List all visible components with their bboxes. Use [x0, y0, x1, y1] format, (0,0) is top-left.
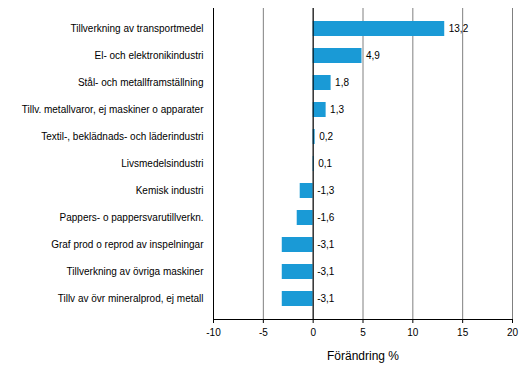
svg-text:Tillv. metallvaror, ej maskine: Tillv. metallvaror, ej maskiner o appara…	[22, 104, 204, 115]
svg-text:-5: -5	[259, 327, 268, 338]
svg-text:Tillverkning av transportmedel: Tillverkning av transportmedel	[70, 23, 203, 34]
svg-text:5: 5	[360, 327, 366, 338]
svg-text:-3,1: -3,1	[317, 239, 335, 250]
svg-text:-10: -10	[206, 327, 221, 338]
svg-text:15: 15	[457, 327, 469, 338]
svg-text:Förändring %: Förändring %	[327, 349, 399, 363]
svg-text:0,1: 0,1	[318, 158, 332, 169]
svg-text:1,8: 1,8	[335, 77, 349, 88]
svg-text:Tillverkning av övriga maskine: Tillverkning av övriga maskiner	[67, 266, 205, 277]
svg-text:13,2: 13,2	[449, 23, 469, 34]
svg-text:4,9: 4,9	[366, 50, 380, 61]
svg-text:Textil-, beklädnads- och läder: Textil-, beklädnads- och läderindustri	[41, 131, 203, 142]
svg-text:20: 20	[507, 327, 519, 338]
svg-text:-1,3: -1,3	[317, 185, 335, 196]
svg-text:1,3: 1,3	[330, 104, 344, 115]
svg-text:El- och elektronikindustri: El- och elektronikindustri	[95, 50, 204, 61]
svg-text:Pappers- o pappersvarutillverk: Pappers- o pappersvarutillverkn.	[60, 212, 204, 223]
svg-text:-3,1: -3,1	[317, 266, 335, 277]
svg-text:-3,1: -3,1	[317, 293, 335, 304]
svg-text:-1,6: -1,6	[317, 212, 335, 223]
svg-text:Kemisk industri: Kemisk industri	[136, 185, 204, 196]
svg-text:Graf prod o reprod av inspelni: Graf prod o reprod av inspelningar	[51, 239, 204, 250]
svg-text:10: 10	[407, 327, 419, 338]
svg-text:0: 0	[310, 327, 316, 338]
svg-text:0,2: 0,2	[319, 131, 333, 142]
svg-text:Livsmedelsindustri: Livsmedelsindustri	[121, 158, 203, 169]
svg-text:Stål- och metallframställning: Stål- och metallframställning	[78, 77, 204, 88]
svg-text:Tillv av övr mineralprod, ej m: Tillv av övr mineralprod, ej metall	[58, 293, 204, 304]
